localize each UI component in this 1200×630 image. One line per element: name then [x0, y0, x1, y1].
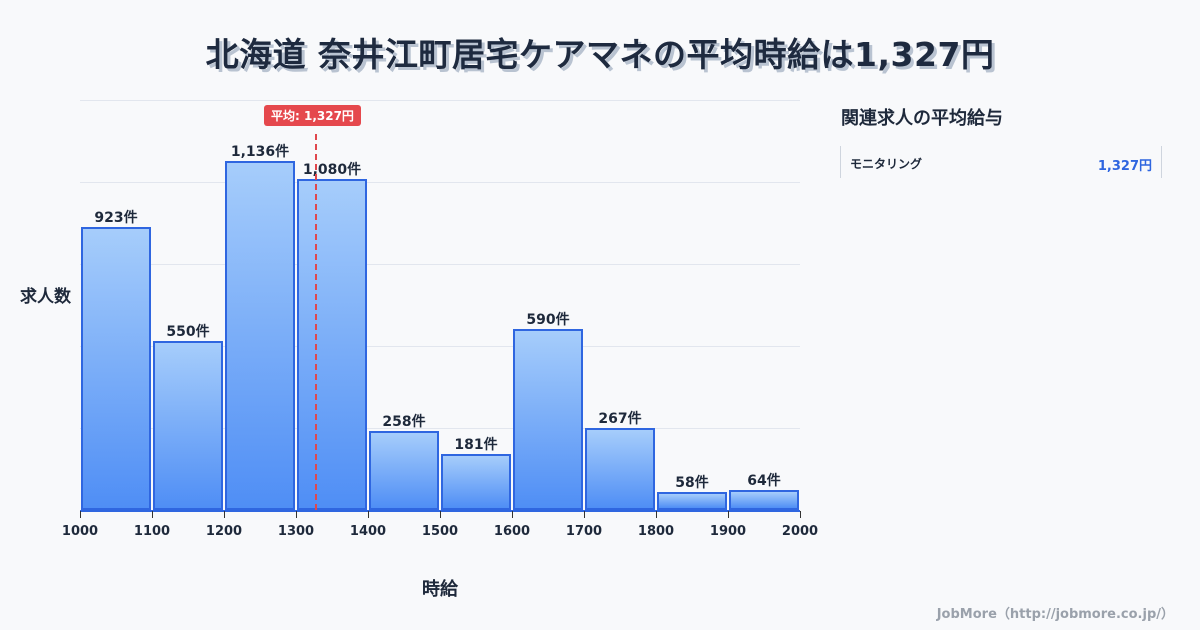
x-axis-label: 時給 — [422, 579, 458, 600]
x-tick — [224, 511, 225, 518]
footer-credit: JobMore（http://jobmore.co.jp/） — [936, 607, 1174, 622]
x-tick — [368, 511, 369, 518]
histogram-bar — [225, 161, 295, 510]
gridline — [80, 182, 800, 183]
x-tick-label: 1200 — [205, 524, 243, 539]
histogram-bar — [657, 492, 727, 510]
histogram-bar — [153, 341, 223, 510]
chart-plot-area: 923件 550件 1,136件 1,080件 258件 181件 590件 267件 58件 6… — [80, 100, 800, 510]
x-tick-label: 1600 — [493, 524, 531, 539]
bar-value-label: 267件 — [598, 411, 642, 427]
x-tick-label: 1500 — [421, 524, 459, 539]
x-tick — [440, 511, 441, 518]
x-tick-label: 1000 — [61, 524, 99, 539]
x-tick-label: 1700 — [565, 524, 603, 539]
bar-value-label: 1,080件 — [302, 162, 362, 178]
gridline — [80, 264, 800, 265]
bar-value-label: 64件 — [747, 473, 781, 489]
x-tick-label: 1800 — [637, 524, 675, 539]
x-tick-label: 1300 — [277, 524, 315, 539]
x-tick — [584, 511, 585, 518]
average-badge: 平均: 1,327円 — [264, 105, 361, 126]
bar-value-label: 550件 — [166, 324, 210, 340]
related-salary-title: 関連求人の平均給与 — [841, 108, 1003, 129]
x-tick — [296, 511, 297, 518]
histogram-bar — [513, 329, 583, 510]
x-tick-label: 1900 — [709, 524, 747, 539]
y-axis-label: 求人数 — [20, 287, 71, 307]
x-tick-label: 2000 — [781, 524, 819, 539]
related-job-value: 1,327円 — [1097, 159, 1152, 174]
average-line — [315, 134, 317, 510]
gridline — [80, 346, 800, 347]
bar-value-label: 181件 — [454, 437, 498, 453]
related-job-name: モニタリング — [850, 157, 923, 171]
page-title: 北海道 奈井江町居宅ケアマネの平均時給は1,327円 — [205, 35, 995, 74]
x-tick — [80, 511, 81, 518]
x-tick — [512, 511, 513, 518]
x-tick-label: 1400 — [349, 524, 387, 539]
histogram-bar — [369, 431, 439, 510]
bar-value-label: 1,136件 — [230, 144, 290, 160]
histogram-bar — [729, 490, 799, 510]
x-tick — [152, 511, 153, 518]
x-tick — [728, 511, 729, 518]
histogram-bar — [297, 179, 367, 510]
histogram-bar — [585, 428, 655, 510]
x-tick — [656, 511, 657, 518]
histogram-bar — [81, 227, 151, 510]
x-tick — [800, 511, 801, 518]
bar-value-label: 923件 — [94, 210, 138, 226]
x-tick-label: 1100 — [133, 524, 171, 539]
bar-value-label: 590件 — [526, 312, 570, 328]
bar-value-label: 258件 — [382, 414, 426, 430]
bar-value-label: 58件 — [675, 475, 709, 491]
gridline — [80, 428, 800, 429]
related-job-row[interactable]: モニタリング 1,327円 — [840, 146, 1162, 178]
histogram-bar — [441, 454, 511, 510]
gridline — [80, 100, 800, 101]
